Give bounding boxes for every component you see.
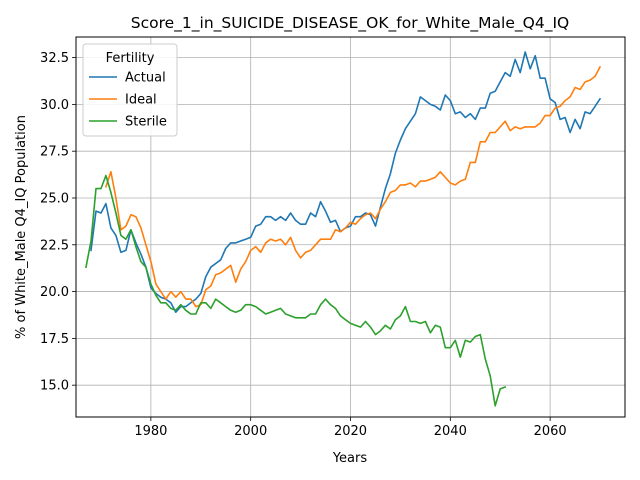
y-tick-label: 27.5 (40, 145, 69, 160)
chart-title: Score_1_in_SUICIDE_DISEASE_OK_for_White_… (131, 14, 569, 33)
legend-label-sterile: Sterile (125, 115, 167, 130)
y-axis-ticks: 15.0 17.5 20.0 22.5 25.0 27.5 30.0 32.5 (40, 51, 76, 394)
series-line-ideal (104, 65, 602, 308)
x-axis-ticks: 1980 2000 2020 2040 2060 (134, 417, 567, 439)
grid (76, 37, 625, 417)
x-tick-label: 2060 (534, 424, 567, 439)
x-axis-label: Years (332, 451, 368, 466)
x-tick-label: 2020 (334, 424, 367, 439)
y-tick-label: 17.5 (40, 332, 69, 347)
legend-label-ideal: Ideal (125, 93, 157, 108)
y-tick-label: 32.5 (40, 51, 69, 66)
y-tick-label: 25.0 (40, 191, 69, 206)
y-tick-label: 15.0 (40, 379, 69, 394)
legend-label-actual: Actual (125, 71, 166, 86)
x-tick-label: 2000 (234, 424, 267, 439)
legend-box (82, 43, 178, 137)
y-axis-label: % of White_Male Q4_IQ Population (14, 115, 29, 339)
y-tick-label: 22.5 (40, 238, 69, 253)
legend-title: Fertility (106, 51, 155, 66)
y-tick-label: 30.0 (40, 98, 69, 113)
legend: Fertility Actual Ideal Sterile (82, 43, 178, 137)
y-tick-label: 20.0 (40, 285, 69, 300)
series-lines (85, 51, 602, 407)
legend-entries: Actual Ideal Sterile (89, 71, 167, 130)
x-tick-label: 2040 (434, 424, 467, 439)
series-line-sterile (85, 174, 507, 407)
x-tick-label: 1980 (134, 424, 167, 439)
